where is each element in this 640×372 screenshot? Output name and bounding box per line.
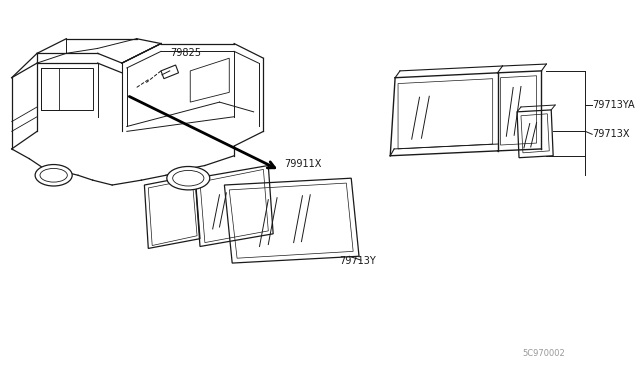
Ellipse shape	[173, 170, 204, 186]
Ellipse shape	[40, 169, 67, 182]
Text: 79911X: 79911X	[284, 158, 321, 169]
Text: 79713YA: 79713YA	[592, 100, 635, 110]
Ellipse shape	[167, 167, 210, 190]
Text: 79825: 79825	[170, 48, 201, 58]
Ellipse shape	[35, 164, 72, 186]
Text: 5C970002: 5C970002	[522, 349, 564, 358]
Text: 79713X: 79713X	[592, 129, 630, 139]
Text: 79713Y: 79713Y	[339, 256, 376, 266]
